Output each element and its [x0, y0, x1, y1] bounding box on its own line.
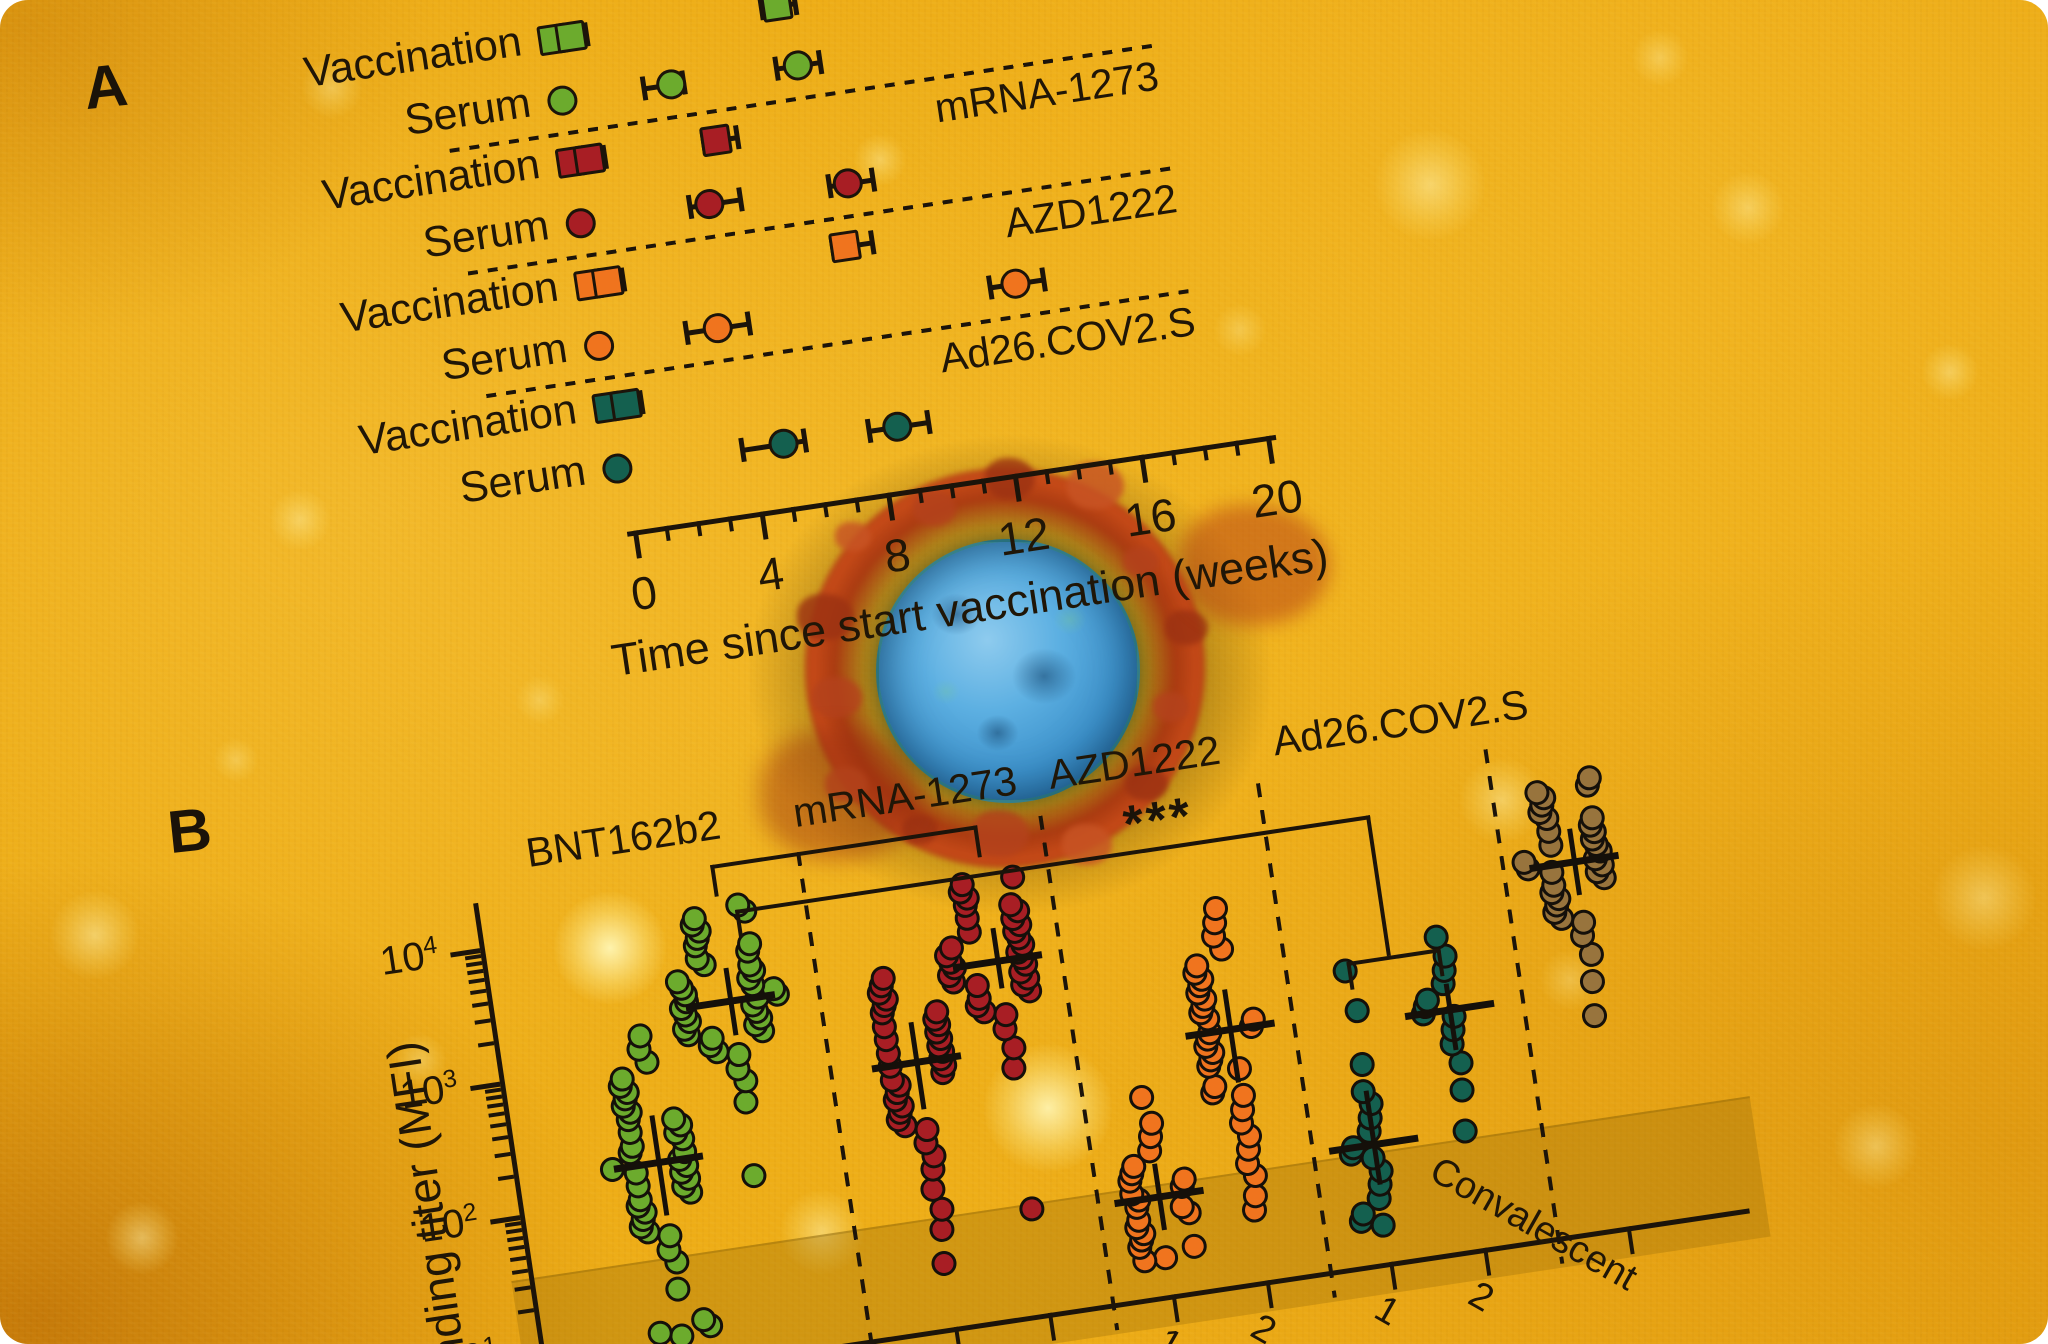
y-axis-minor-tick	[465, 961, 483, 968]
virus-spike	[972, 810, 1030, 858]
vaccine-group-label: mRNA-1273	[931, 52, 1162, 132]
y-axis-tick-label: 104	[377, 930, 439, 985]
vaccination-point	[608, 387, 643, 422]
significance-bracket-line	[1346, 948, 1441, 967]
y-axis-minor-tick	[464, 954, 482, 961]
y-axis-minor-tick	[484, 1087, 502, 1095]
texture-spot	[270, 490, 330, 550]
data-dot	[1577, 967, 1607, 997]
panel-b-label: B	[164, 794, 215, 867]
virus-corona-smudge	[1180, 505, 1330, 625]
x-axis-tick-label: 0	[627, 565, 661, 621]
y-axis-minor-tick	[485, 1094, 503, 1101]
figure-overlay: Vaccination Serum mRNA-1273 Vaccination Seru…	[301, 0, 2048, 1344]
vaccination-point	[553, 19, 588, 54]
y-axis-minor-tick	[491, 1134, 509, 1142]
y-axis-minor-tick	[467, 968, 484, 976]
error-bar-cap	[800, 428, 810, 453]
virus-spike	[1123, 546, 1160, 577]
virus-spike	[797, 593, 855, 641]
data-dot	[1579, 1001, 1609, 1030]
data-dot	[1342, 996, 1371, 1025]
vaccine-group-label: Ad26.COV2.S	[936, 297, 1199, 382]
significance-bracket-line	[710, 825, 978, 870]
significance-bracket-leg	[710, 864, 719, 897]
y-axis-minor-tick	[474, 1017, 491, 1025]
y-axis-minor-tick	[471, 1001, 489, 1008]
serum-point	[766, 426, 801, 461]
error-bar-cap	[815, 49, 825, 75]
panel-a-label: A	[80, 50, 131, 123]
vaccination-point	[590, 264, 625, 300]
serum-point	[691, 187, 726, 222]
virus-core	[876, 539, 1140, 803]
y-axis-minor-tick	[487, 1102, 504, 1109]
data-dot	[1347, 1049, 1376, 1079]
serum-point	[781, 48, 816, 83]
vaccine-group-label: BNT162b2	[522, 801, 724, 876]
serum-point	[880, 409, 915, 444]
serum-point	[831, 166, 866, 201]
vaccine-group-label: Ad26.COV2.S	[1269, 680, 1532, 765]
serum-legend-circle	[582, 328, 617, 363]
texture-spot	[106, 1202, 178, 1274]
data-dot	[739, 1161, 768, 1190]
error-bar-cap	[735, 187, 745, 212]
error-bar-cap	[924, 409, 933, 435]
virus-spike	[1152, 692, 1189, 722]
serum-point	[998, 266, 1033, 301]
y-axis-minor-tick	[504, 1221, 522, 1228]
error-bar-cap	[733, 124, 742, 150]
virus-spike	[824, 766, 868, 802]
y-axis-minor-tick	[468, 977, 485, 985]
y-axis-minor-tick	[494, 1151, 511, 1158]
serum-legend-circle	[600, 451, 635, 486]
x-axis-tick-label: 8	[880, 527, 914, 583]
significance-bracket-leg	[1365, 815, 1391, 957]
y-axis-minor-tick	[489, 1121, 507, 1129]
texture-spot	[214, 738, 258, 782]
virus-spike	[812, 676, 863, 718]
vaccination-point	[571, 142, 607, 177]
virus-spike	[834, 521, 871, 552]
vaccination-point	[759, 0, 794, 24]
y-axis-minor-tick	[488, 1111, 505, 1118]
x-axis-tick-label: 12	[994, 506, 1054, 566]
x-axis-tick-label: 4	[754, 546, 788, 602]
virus-spike	[1164, 609, 1208, 646]
data-dot	[1126, 1082, 1156, 1112]
error-bar-cap	[744, 311, 754, 336]
significance-bracket-leg	[973, 825, 982, 858]
texture-spot	[51, 891, 139, 979]
vaccination-point	[827, 229, 862, 264]
y-axis-minor-tick	[469, 988, 487, 995]
data-dot	[1447, 1075, 1476, 1105]
vaccine-group-label: mRNA-1273	[789, 757, 1020, 837]
serum-legend-circle	[563, 206, 598, 241]
virus-spike	[1125, 765, 1169, 801]
serum-point	[700, 311, 735, 346]
vaccination-point	[698, 123, 733, 158]
error-bar-cap	[868, 167, 878, 192]
x-axis-tick-label: 20	[1247, 468, 1307, 528]
error-bar-cap	[1039, 267, 1048, 292]
serum-legend-circle	[545, 83, 580, 118]
y-axis-minor-tick	[497, 1174, 515, 1182]
x-axis-tick-label: 16	[1121, 487, 1180, 547]
y-axis-minor-tick	[477, 1041, 495, 1048]
